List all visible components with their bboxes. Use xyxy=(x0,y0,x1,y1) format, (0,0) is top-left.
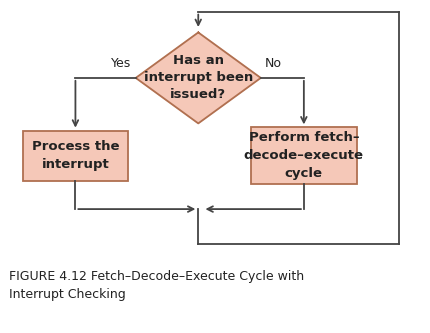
Text: Process the
interrupt: Process the interrupt xyxy=(31,140,119,171)
Polygon shape xyxy=(135,32,260,124)
Text: Perform fetch–
decode–execute
cycle: Perform fetch– decode–execute cycle xyxy=(243,131,363,180)
Text: No: No xyxy=(264,57,281,70)
Text: Yes: Yes xyxy=(111,57,131,70)
FancyBboxPatch shape xyxy=(22,131,128,181)
FancyBboxPatch shape xyxy=(250,127,356,184)
Text: FIGURE 4.12 Fetch–Decode–Execute Cycle with
Interrupt Checking: FIGURE 4.12 Fetch–Decode–Execute Cycle w… xyxy=(9,270,303,301)
Text: Has an
interrupt been
issued?: Has an interrupt been issued? xyxy=(143,54,252,102)
